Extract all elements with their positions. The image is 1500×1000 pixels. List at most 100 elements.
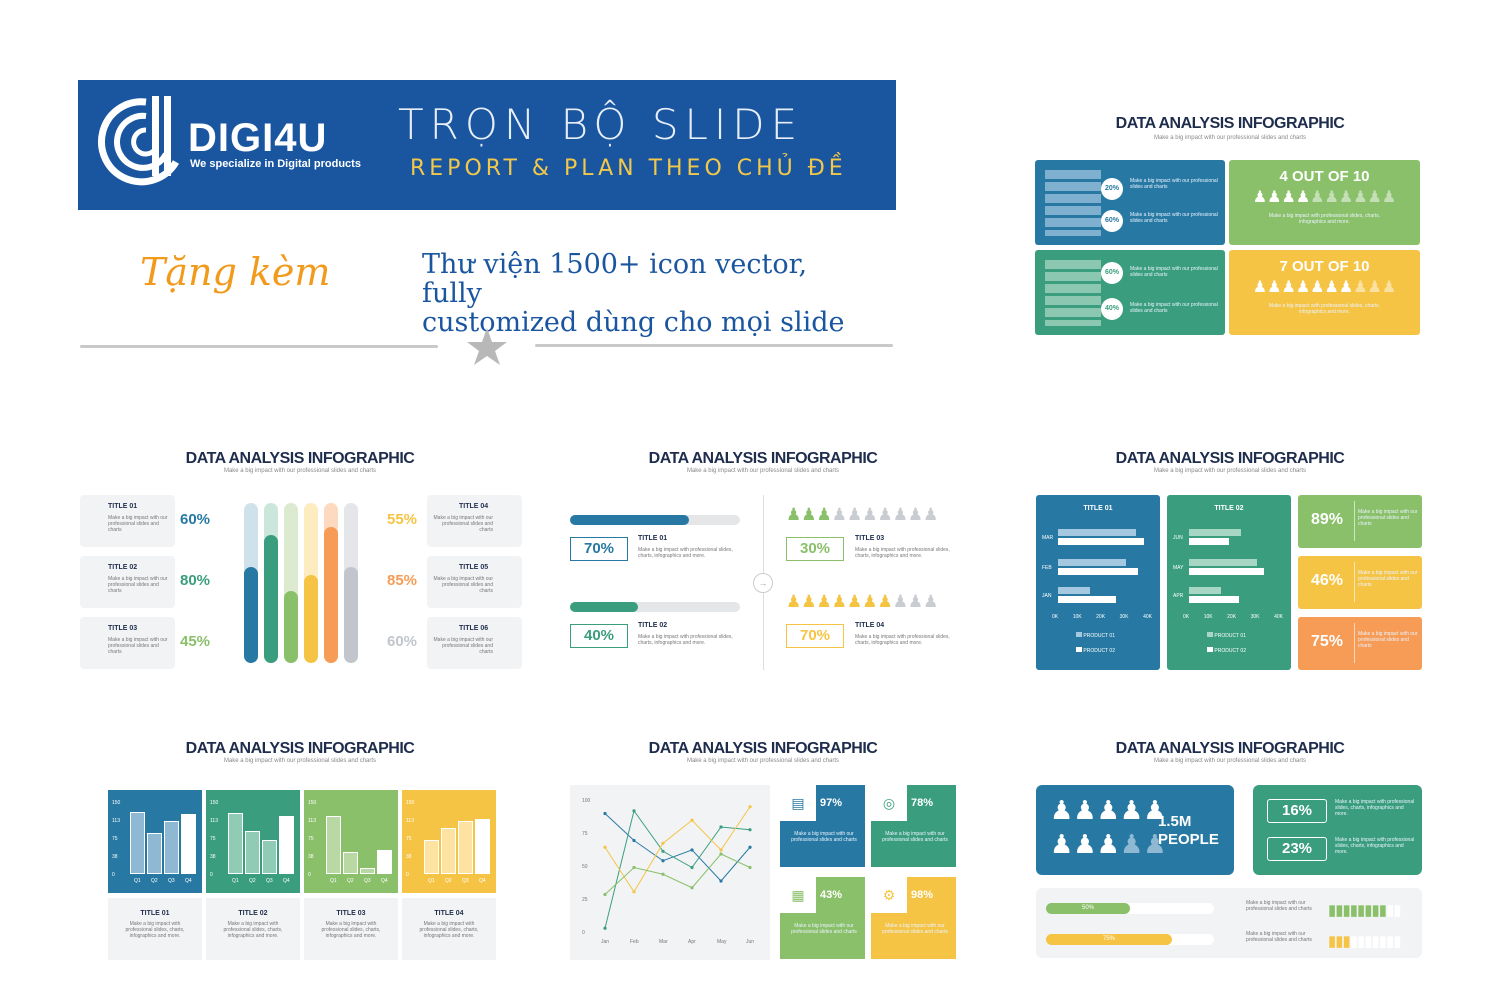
document-icon: ▤ [780, 785, 816, 821]
svg-text:75: 75 [582, 831, 588, 837]
s3-title-c: TITLE 03 [855, 535, 885, 542]
s1-pct-1: 20% [1101, 178, 1123, 200]
s1-out-text-1: Make a big impact with professional slid… [1268, 213, 1381, 225]
divider-right [535, 344, 893, 347]
gear-icon: ⚙ [871, 877, 907, 913]
slide-subheading: Make a big impact with our professional … [1153, 135, 1307, 141]
progress-title-02 [570, 602, 638, 612]
level-bars: ▮▮▮▮▮▮▮▮▮▮ [1328, 902, 1402, 919]
s1-out-2: 7 OUT OF 10 [1279, 258, 1370, 275]
bonus-label: Tặng kèm [140, 250, 331, 294]
s6-line-chart: 100 75 50 25 0 Jan Feb Mar Apr May Jun [570, 785, 770, 960]
report-icon: ▦ [780, 877, 816, 913]
s4-pct-card-1: 89% Make a big impact with our profession… [1298, 495, 1422, 548]
slide-7-head: DATA ANALYSIS INFOGRAPHIC Make a big impa… [1115, 740, 1345, 764]
people-icons: ♟♟♟♟♟♟♟♟♟♟ [786, 592, 939, 611]
bonus-text: Thư viện 1500+ icon vector, fully customi… [422, 249, 845, 338]
s2-left-pct: 45% [180, 633, 211, 650]
divider-left [80, 345, 438, 348]
slide-5-head: DATA ANALYSIS INFOGRAPHIC Make a big impa… [185, 740, 415, 764]
brand-tagline: We specialize in Digital products [190, 158, 361, 170]
s3-pct-d: 70% [786, 624, 844, 648]
digi4u-logo-icon [98, 96, 180, 186]
s5-card: TITLE 01 Make a big impact with professio… [108, 898, 202, 960]
s3-title-a: TITLE 01 [638, 535, 668, 542]
s1-pct-2: 60% [1101, 210, 1123, 232]
slide-6-head: DATA ANALYSIS INFOGRAPHIC Make a big impa… [648, 740, 878, 764]
s2-bar [244, 503, 258, 663]
s1-text-3: Make a big impact with our professional … [1130, 266, 1218, 278]
s3-title-b: TITLE 02 [638, 622, 668, 629]
s7-progress-card: 50% 75% Make a big impact with our profe… [1036, 888, 1422, 958]
s3-text-a: Make a big impact with professional slid… [638, 547, 733, 559]
s5-card: TITLE 04 Make a big impact with professio… [402, 898, 496, 960]
s6-card-3: ▦ 43% Make a big impact with our professio… [780, 877, 865, 959]
s5-card: TITLE 02 Make a big impact with professio… [206, 898, 300, 960]
s2-left-pct: 80% [180, 572, 211, 589]
s2-bar [304, 503, 318, 663]
s4-pct-card-2: 46% Make a big impact with our profession… [1298, 556, 1422, 609]
s1-blue-card: 20% 60% Make a big impact with our profe… [1035, 160, 1225, 245]
s2-bar [284, 503, 298, 663]
s2-left-card: TITLE 01 Make a big impact with our profe… [80, 495, 175, 547]
s3-title-d: TITLE 04 [855, 622, 885, 629]
level-bars: ▮▮▮▮▮▮▮▮▮▮ [1328, 933, 1402, 950]
svg-text:25: 25 [582, 897, 588, 903]
slide-3: → 70% TITLE 01 Make a big impact with pr… [570, 495, 960, 670]
s5-chart: 150 113 75 38 0 Q1 Q2 Q3 Q4 [304, 790, 398, 893]
slide-5: 150 113 75 38 0 Q1 Q2 Q3 Q4 TITLE 01 Make a big im… [108, 790, 496, 960]
slide-1: DATA ANALYSIS INFOGRAPHIC Make a big imp… [1040, 115, 1420, 141]
s1-text-1: Make a big impact with our professional … [1130, 178, 1218, 190]
svg-text:50: 50 [582, 864, 588, 870]
brand-name: DIGI4U [188, 116, 328, 160]
star-icon [467, 328, 507, 365]
s6-card-4: ⚙ 98% Make a big impact with our professio… [871, 877, 956, 959]
s2-bar [344, 503, 358, 663]
svg-text:Apr: Apr [688, 939, 696, 945]
s3-text-b: Make a big impact with professional slid… [638, 634, 733, 646]
s3-pct-c: 30% [786, 537, 844, 561]
s5-card: TITLE 03 Make a big impact with professio… [304, 898, 398, 960]
s1-out-card-1: 4 OUT OF 10 ♟♟♟♟♟♟♟♟♟♟ Make a big impact… [1229, 160, 1420, 245]
s3-text-c: Make a big impact with professional slid… [855, 547, 950, 559]
s2-left-pct: 60% [180, 511, 211, 528]
s1-out-1: 4 OUT OF 10 [1279, 168, 1370, 185]
slide-4-head: DATA ANALYSIS INFOGRAPHIC Make a big impa… [1115, 450, 1345, 474]
slide-2-head: DATA ANALYSIS INFOGRAPHIC Make a big impa… [185, 450, 415, 474]
s2-right-card: TITLE 04 Make a big impact with our profe… [427, 495, 522, 547]
s6-card-1: ▤ 97% Make a big impact with our professio… [780, 785, 865, 867]
s1-pct-3: 60% [1101, 262, 1123, 284]
s1-pct-4: 40% [1101, 298, 1123, 320]
s2-right-pct: 85% [387, 572, 418, 589]
progress-50: 50% [1046, 903, 1130, 914]
s1-text-2: Make a big impact with our professional … [1130, 212, 1218, 224]
slide-heading: DATA ANALYSIS INFOGRAPHIC [1115, 115, 1345, 132]
s2-right-card: TITLE 06 Make a big impact with our profe… [427, 617, 522, 669]
target-icon: ◎ [871, 785, 907, 821]
s3-pct-b: 40% [570, 624, 628, 648]
s7-pct-card: 16% 23% Make a big impact with professio… [1253, 785, 1422, 875]
progress-75: 75% [1046, 934, 1172, 945]
s2-bar [264, 503, 278, 663]
s7-people-card: ♟♟♟♟♟ ♟♟♟♟♟ 1.5M PEOPLE [1036, 785, 1234, 875]
people-icons: ♟♟♟♟♟♟♟♟♟♟ [1252, 189, 1397, 206]
svg-text:Feb: Feb [630, 939, 639, 945]
s1-text-4: Make a big impact with our professional … [1130, 302, 1218, 314]
people-icons: ♟♟♟♟♟♟♟♟♟♟ [1252, 279, 1397, 296]
s2-right-card: TITLE 05 Make a big impact with our profe… [427, 556, 522, 608]
people-icons: ♟♟♟♟♟♟♟♟♟♟ [786, 505, 939, 524]
s4-chart-1: TITLE 01 MAR FEB JAN 0K 10K 20K 30K 40K PROD… [1036, 495, 1160, 670]
svg-text:May: May [717, 939, 727, 945]
slide-2: TITLE 01 Make a big impact with our profe… [80, 495, 522, 670]
s1-out-card-2: 7 OUT OF 10 ♟♟♟♟♟♟♟♟♟♟ Make a big impact… [1229, 250, 1420, 335]
s2-left-card: TITLE 02 Make a big impact with our profe… [80, 556, 175, 608]
s5-chart: 150 113 75 38 0 Q1 Q2 Q3 Q4 [402, 790, 496, 893]
progress-title-01 [570, 515, 689, 525]
svg-text:0: 0 [582, 930, 585, 936]
s3-text-d: Make a big impact with professional slid… [855, 634, 950, 646]
s2-right-pct: 60% [387, 633, 418, 650]
banner-subtitle: REPORT & PLAN THEO CHỦ ĐỀ [410, 156, 847, 181]
s2-right-pct: 55% [387, 511, 418, 528]
svg-text:Jan: Jan [601, 939, 609, 945]
svg-text:Jun: Jun [746, 939, 754, 945]
